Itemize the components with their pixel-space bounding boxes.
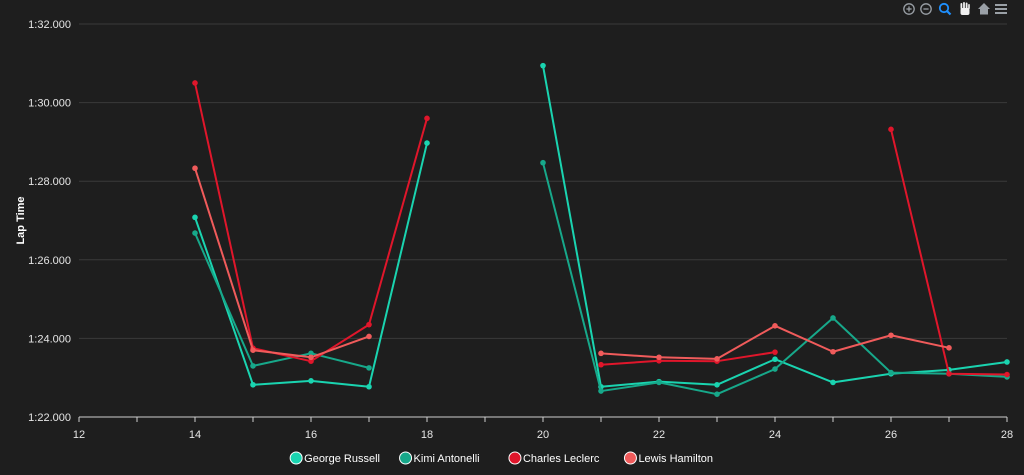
data-point[interactable] (830, 315, 836, 321)
y-axis-title: Lap Time (15, 196, 27, 244)
x-tick-label: 26 (885, 429, 897, 441)
legend-item[interactable]: Lewis Hamilton (623, 451, 713, 465)
data-point[interactable] (192, 165, 198, 172)
data-point[interactable] (192, 80, 198, 86)
data-point[interactable] (714, 391, 720, 398)
series-george-russell (192, 62, 1010, 390)
series-kimi-antonelli (192, 159, 1010, 398)
series-line (600, 351, 776, 366)
legend-marker (623, 451, 637, 465)
legend-label: George Russell (304, 453, 380, 465)
data-point[interactable] (772, 349, 778, 355)
x-tick-label: 20 (537, 429, 549, 441)
x-tick-label: 12 (73, 429, 85, 441)
zoom-in-icon[interactable] (903, 3, 915, 15)
series-charles-leclerc (192, 80, 1010, 378)
data-point[interactable] (366, 383, 372, 390)
x-tick-label: 18 (421, 429, 433, 441)
menu-icon[interactable] (995, 4, 1007, 14)
y-tick-label: 1:32.000 (28, 19, 71, 31)
data-point[interactable] (946, 370, 952, 377)
data-point[interactable] (366, 365, 372, 371)
data-point[interactable] (366, 321, 372, 328)
x-tick-label: 28 (1001, 429, 1013, 441)
y-tick-label: 1:26.000 (28, 255, 71, 267)
x-tick-label: 22 (653, 429, 665, 441)
y-tick-label: 1:28.000 (28, 176, 71, 188)
y-tick-label: 1:24.000 (28, 333, 71, 345)
legend: George Russell Kimi Antonelli Charles Lecl… (289, 451, 713, 465)
x-tick-label: 16 (305, 429, 317, 441)
data-point[interactable] (540, 159, 546, 166)
data-point[interactable] (308, 354, 314, 361)
data-point[interactable] (888, 332, 894, 339)
y-tick-label: 1:30.000 (28, 98, 71, 110)
chart-toolbar (903, 2, 1007, 16)
data-point[interactable] (598, 350, 604, 357)
data-point[interactable] (772, 366, 778, 372)
series-line (194, 167, 370, 359)
legend-marker (399, 451, 413, 465)
data-point[interactable] (366, 333, 372, 340)
data-point[interactable] (308, 378, 314, 384)
data-point[interactable] (192, 214, 198, 221)
legend-label: Kimi Antonelli (414, 453, 480, 465)
data-point[interactable] (888, 126, 894, 133)
legend-item[interactable]: Kimi Antonelli (399, 451, 480, 465)
data-point[interactable] (250, 363, 256, 369)
data-point[interactable] (772, 356, 778, 363)
data-point[interactable] (888, 369, 894, 376)
legend-label: Lewis Hamilton (638, 453, 713, 465)
data-point[interactable] (598, 361, 604, 368)
data-point[interactable] (1004, 371, 1010, 378)
data-point[interactable] (772, 323, 778, 329)
y-tick-labels: 1:22.000 1:24.000 1:26.000 1:28.000 1:30.000… (28, 19, 71, 424)
series-line (890, 129, 1008, 376)
pan-hand-icon[interactable] (960, 2, 970, 15)
data-point[interactable] (656, 354, 662, 361)
legend-label: Charles Leclerc (523, 453, 600, 465)
home-icon[interactable] (978, 3, 990, 15)
legend-marker (289, 451, 303, 465)
data-point[interactable] (308, 350, 314, 357)
series-lewis-hamilton (192, 165, 952, 362)
x-tick-label: 24 (769, 429, 781, 441)
x-tick-labels: 12 14 16 18 20 22 24 26 28 (73, 417, 1013, 441)
data-point[interactable] (598, 388, 604, 394)
data-point[interactable] (714, 356, 720, 362)
series-line (194, 142, 428, 388)
zoom-out-icon[interactable] (920, 3, 932, 15)
legend-marker (508, 451, 522, 465)
data-point[interactable] (250, 347, 256, 353)
data-point[interactable] (250, 381, 256, 388)
series-line (194, 232, 370, 369)
data-point[interactable] (424, 115, 430, 122)
data-point[interactable] (308, 358, 314, 364)
data-point[interactable] (424, 140, 430, 146)
data-point[interactable] (192, 230, 198, 236)
data-point[interactable] (830, 348, 836, 355)
data-point[interactable] (830, 379, 836, 386)
legend-item[interactable]: Charles Leclerc (508, 451, 600, 465)
legend-item[interactable]: George Russell (289, 451, 380, 465)
x-tick-label: 14 (189, 429, 201, 441)
data-point[interactable] (1004, 359, 1010, 365)
data-point[interactable] (946, 345, 952, 351)
data-point[interactable] (656, 379, 662, 386)
selection-zoom-icon[interactable] (938, 2, 952, 16)
data-point[interactable] (540, 62, 546, 69)
y-tick-label: 1:22.000 (28, 412, 71, 424)
data-point[interactable] (714, 381, 720, 388)
series-lines (192, 62, 1010, 398)
